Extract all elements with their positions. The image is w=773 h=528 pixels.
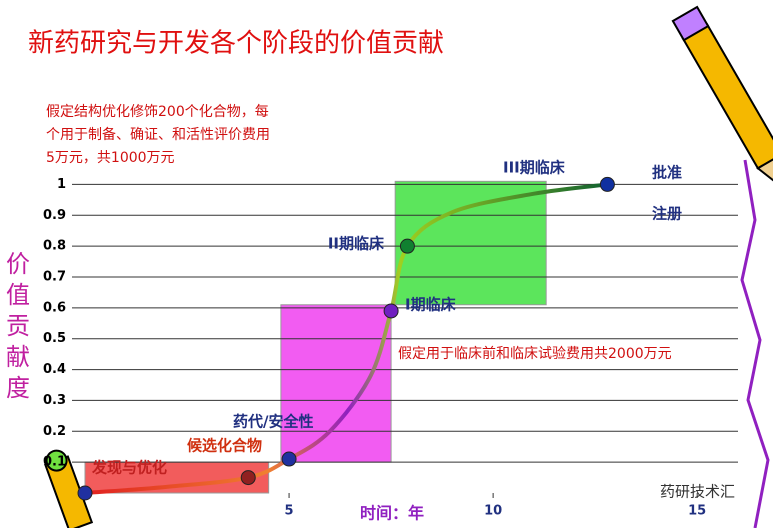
- y-tick-label: 0.1: [43, 455, 66, 470]
- y-tick-label: 0.5: [43, 331, 66, 346]
- note: 假定结构优化修饰200个化合物，每: [46, 104, 269, 120]
- point: [77, 485, 93, 501]
- stage-label: 候选化合物: [187, 437, 262, 455]
- y-tick-label: 1: [57, 177, 66, 192]
- y-tick-label: 0.2: [43, 424, 66, 439]
- stage-label: 发现与优化: [91, 459, 167, 477]
- note: 个用于制备、确证、和活性评价费用: [46, 126, 270, 143]
- y-tick-label: 0.8: [43, 239, 66, 254]
- note: 5万元，共1000万元: [46, 150, 175, 166]
- stage-region: [280, 304, 392, 463]
- watermark: 药研技术汇: [660, 483, 735, 501]
- point: [599, 176, 615, 192]
- y-axis-title: 价值贡献度: [6, 250, 30, 402]
- border-decoration: [740, 159, 770, 528]
- y-tick-label: 0.6: [43, 300, 66, 315]
- point: [281, 451, 297, 467]
- pencil-decoration: [671, 5, 773, 194]
- stage-region: [394, 180, 547, 306]
- stage-label: 注册: [652, 205, 682, 223]
- stage-label: 批准: [652, 164, 682, 182]
- x-axis-title: 时间：年: [360, 504, 424, 523]
- point: [399, 238, 415, 254]
- y-tick-label: 0.9: [43, 208, 66, 223]
- x-tick-label: 10: [484, 504, 502, 519]
- x-tick-label: 5: [285, 504, 294, 519]
- stage-label: 药代/安全性: [233, 413, 313, 431]
- y-tick-label: 0.3: [43, 393, 66, 408]
- chart-title: 新药研究与开发各个阶段的价值贡献: [28, 29, 444, 59]
- stage-label: I期临床: [405, 296, 457, 314]
- point: [383, 303, 399, 319]
- x-tick-label: 15: [688, 504, 706, 519]
- y-tick-label: 0.4: [43, 362, 66, 377]
- stage-label: II期临床: [328, 235, 385, 253]
- point: [240, 470, 256, 486]
- y-tick-label: 0.7: [43, 270, 66, 285]
- stage-label: III期临床: [503, 159, 566, 177]
- value-curve: [84, 182, 608, 495]
- note: 假定用于临床前和临床试验费用共2000万元: [398, 345, 672, 362]
